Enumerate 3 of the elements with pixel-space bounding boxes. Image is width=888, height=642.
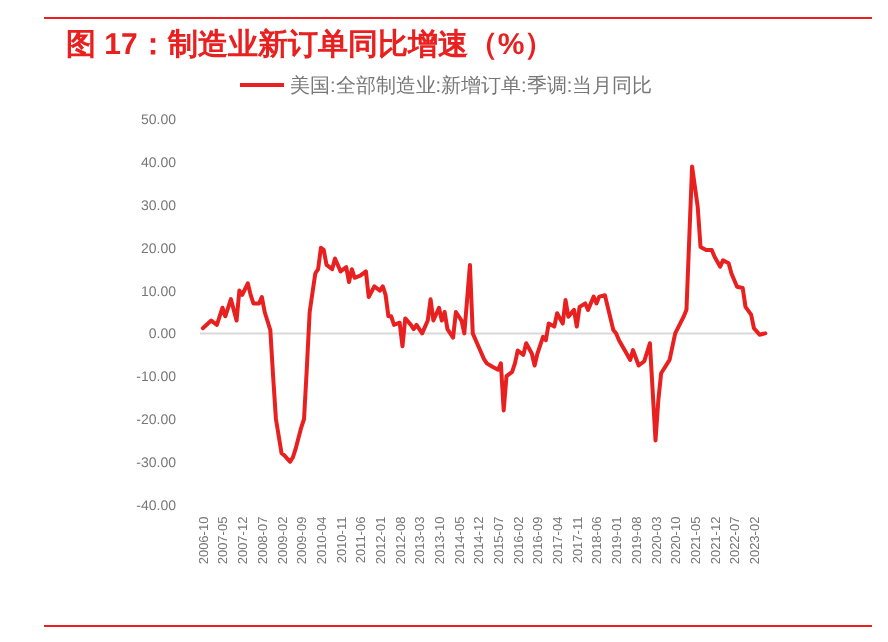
- legend-label: 美国:全部制造业:新增订单:季调:当月同比: [290, 74, 653, 98]
- chart-title: 图 17：制造业新订单同比增速（%）: [66, 26, 555, 62]
- line-series: [200, 164, 768, 464]
